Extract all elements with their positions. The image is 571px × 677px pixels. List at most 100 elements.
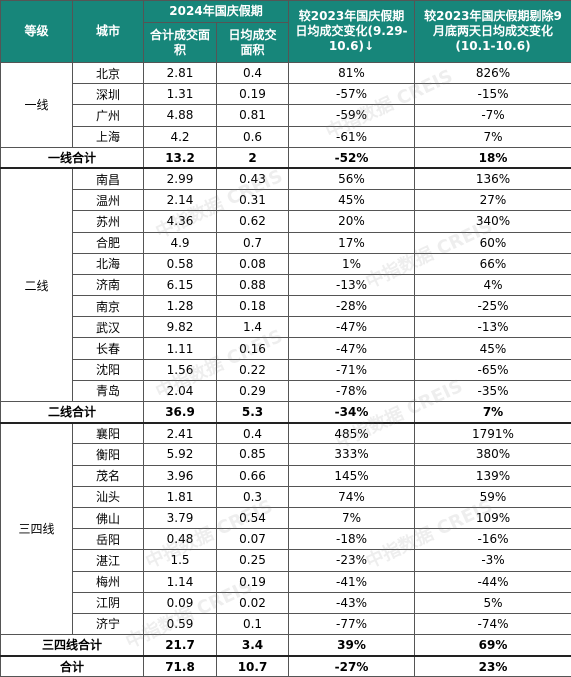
cell: 3.4 <box>216 634 289 657</box>
row: 武汉 9.82 1.4 -47% -13% <box>1 316 571 339</box>
cell: 1.14 <box>143 570 217 593</box>
cell: 青岛 <box>72 379 144 403</box>
cell: 1.5 <box>143 549 217 572</box>
cell: 衡阳 <box>72 443 144 466</box>
cell: 60% <box>414 231 571 254</box>
cell: 武汉 <box>72 316 144 339</box>
cell: 39% <box>288 634 415 657</box>
cell: 2.14 <box>143 189 217 212</box>
row: 深圳 1.31 0.19 -57% -15% <box>1 83 571 106</box>
cell: 0.62 <box>216 210 289 233</box>
summary-label: 三四线合计 <box>0 634 144 657</box>
cell: -3% <box>414 549 571 572</box>
cell: -61% <box>288 125 415 148</box>
cell: 0.43 <box>216 167 289 191</box>
cell: 145% <box>288 464 415 487</box>
row: 茂名 3.96 0.66 145% 139% <box>1 464 571 487</box>
row: 三四线 襄阳 2.41 0.4 485% 1791% <box>0 422 571 636</box>
cell: 0.66 <box>216 464 289 487</box>
cell: -41% <box>288 570 415 593</box>
header-cell: 合计成交面积 <box>143 22 217 63</box>
cell: 0.22 <box>216 358 289 381</box>
cell: 0.4 <box>216 422 289 445</box>
cell: 3.79 <box>143 506 217 530</box>
row: 湛江 1.5 0.25 -23% -3% <box>1 549 571 572</box>
cell: 茂名 <box>72 464 144 487</box>
cell: 岳阳 <box>72 528 144 551</box>
cell: 0.09 <box>143 591 217 614</box>
cell: -15% <box>414 83 571 106</box>
cell: 59% <box>414 485 571 508</box>
cell: 56% <box>288 167 415 191</box>
cell: 0.16 <box>216 337 289 360</box>
level-cell: 二线 <box>0 167 73 403</box>
row: 青岛 2.04 0.29 -78% -35% <box>1 379 571 403</box>
cell: 0.19 <box>216 83 289 106</box>
cell: 0.88 <box>216 273 289 297</box>
cell: 0.7 <box>216 231 289 254</box>
cell: -18% <box>288 528 415 551</box>
header-cell: 等级 <box>0 0 73 63</box>
row: 佛山 3.79 0.54 7% 109% <box>1 506 571 530</box>
cell: 2 <box>216 146 289 170</box>
row: 济宁 0.59 0.1 -77% -74% <box>1 612 571 636</box>
row: 上海 4.2 0.6 -61% 7% <box>1 125 571 148</box>
cell: 139% <box>414 464 571 487</box>
cell: 深圳 <box>72 83 144 106</box>
cell: 0.29 <box>216 379 289 403</box>
cell: 4.88 <box>143 104 217 127</box>
cell: 0.6 <box>216 125 289 148</box>
cell: 1.81 <box>143 485 217 508</box>
cell: 北海 <box>72 252 144 275</box>
cell: 1.31 <box>143 83 217 106</box>
cell: 5% <box>414 591 571 614</box>
cell: 7% <box>414 400 571 424</box>
cell: 109% <box>414 506 571 530</box>
cell: 0.85 <box>216 443 289 466</box>
cell: 18% <box>414 146 571 170</box>
header-cell: 2024年国庆假期 <box>143 0 289 23</box>
cell: 江阴 <box>72 591 144 614</box>
cell: 1791% <box>414 422 571 445</box>
cell: -71% <box>288 358 415 381</box>
table-body: 一线 北京 2.81 0.4 81% 826% 深圳 1.31 0.19 -57% -15% 广州 4.… <box>0 61 571 677</box>
cell: 1.28 <box>143 295 217 318</box>
cell: 74% <box>288 485 415 508</box>
header-cell: 较2023年国庆假期剔除9月底两天日均成交变化(10.1-10.6) <box>414 0 571 63</box>
cell: 136% <box>414 167 571 191</box>
row: 温州 2.14 0.31 45% 27% <box>1 189 571 212</box>
cell: -16% <box>414 528 571 551</box>
cell: 45% <box>414 337 571 360</box>
cell: 23% <box>414 655 571 677</box>
cell: -25% <box>414 295 571 318</box>
cell: 81% <box>288 61 415 85</box>
cell: 0.08 <box>216 252 289 275</box>
cell: -77% <box>288 612 415 636</box>
cell: 0.02 <box>216 591 289 614</box>
cell: 485% <box>288 422 415 445</box>
row: 合肥 4.9 0.7 17% 60% <box>1 231 571 254</box>
cell: 合肥 <box>72 231 144 254</box>
cell: -7% <box>414 104 571 127</box>
cell: 梅州 <box>72 570 144 593</box>
summary-row: 二线合计 36.9 5.3 -34% 7% <box>0 400 571 424</box>
cell: 17% <box>288 231 415 254</box>
cell: 苏州 <box>72 210 144 233</box>
cell: 0.18 <box>216 295 289 318</box>
cell: 南昌 <box>72 167 144 191</box>
cell: -47% <box>288 316 415 339</box>
row: 长春 1.11 0.16 -47% 45% <box>1 337 571 360</box>
row: 岳阳 0.48 0.07 -18% -16% <box>1 528 571 551</box>
cell: 0.81 <box>216 104 289 127</box>
cell: 20% <box>288 210 415 233</box>
cell: -57% <box>288 83 415 106</box>
cell: -27% <box>288 655 415 677</box>
header-cell: 较2023年国庆假期日均成交变化(9.29-10.6)↓ <box>288 0 415 63</box>
cell: -52% <box>288 146 415 170</box>
row: 二线 南昌 2.99 0.43 56% 136% <box>0 167 571 403</box>
header-cell: 日均成交面积 <box>216 22 289 63</box>
cell: 340% <box>414 210 571 233</box>
cell: -23% <box>288 549 415 572</box>
cell: 3.96 <box>143 464 217 487</box>
